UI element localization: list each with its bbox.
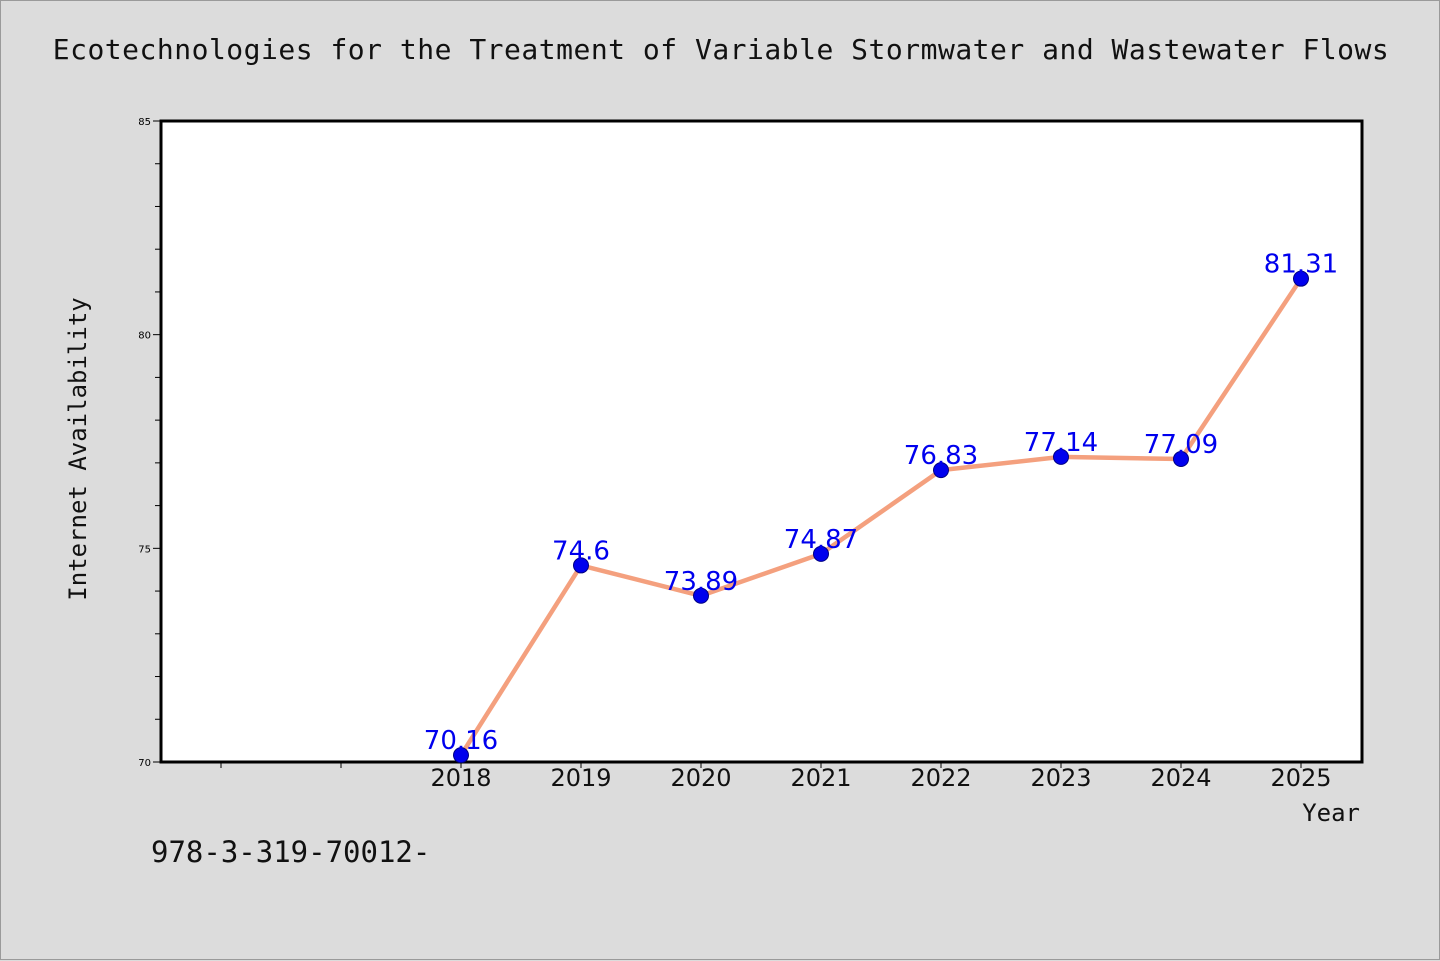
data-label: 76.83 bbox=[904, 441, 978, 471]
data-label: 77.09 bbox=[1144, 430, 1218, 460]
data-point bbox=[1173, 451, 1189, 468]
plot-area bbox=[159, 119, 1364, 764]
series-line bbox=[458, 276, 1304, 758]
data-point bbox=[573, 557, 589, 574]
data-label: 74.6 bbox=[552, 536, 610, 566]
data-label: 81.31 bbox=[1264, 250, 1338, 280]
data-point bbox=[1053, 448, 1069, 465]
x-tick-label: 2023 bbox=[1030, 764, 1091, 792]
data-point bbox=[933, 462, 949, 479]
data-point bbox=[453, 747, 469, 764]
y-tick-label: 70 bbox=[138, 758, 151, 769]
x-tick-label: 2021 bbox=[790, 764, 851, 792]
data-point bbox=[1293, 270, 1309, 287]
caption-text: 978-3-319-70012- bbox=[151, 835, 431, 869]
data-label: 74.87 bbox=[784, 525, 858, 555]
x-tick-label: 2018 bbox=[430, 764, 491, 792]
x-tick-label: 2022 bbox=[910, 764, 971, 792]
x-axis-label: Year bbox=[1302, 799, 1360, 827]
x-tick-label: 2025 bbox=[1270, 764, 1331, 792]
y-axis-label: Internet Availability bbox=[64, 297, 92, 600]
y-tick-label: 75 bbox=[138, 544, 151, 555]
y-tick-label: 85 bbox=[138, 117, 151, 128]
data-label: 77.14 bbox=[1024, 428, 1098, 458]
y-tick-label: 80 bbox=[138, 331, 151, 342]
data-label: 73.89 bbox=[664, 567, 738, 597]
data-label: 70.16 bbox=[424, 726, 498, 756]
chart-title: Ecotechnologies for the Treatment of Var… bbox=[52, 33, 1390, 66]
x-tick-label: 2024 bbox=[1150, 764, 1211, 792]
data-point bbox=[813, 545, 829, 562]
x-tick-label: 2020 bbox=[670, 764, 731, 792]
data-point bbox=[693, 587, 709, 604]
x-tick-label: 2019 bbox=[550, 764, 611, 792]
